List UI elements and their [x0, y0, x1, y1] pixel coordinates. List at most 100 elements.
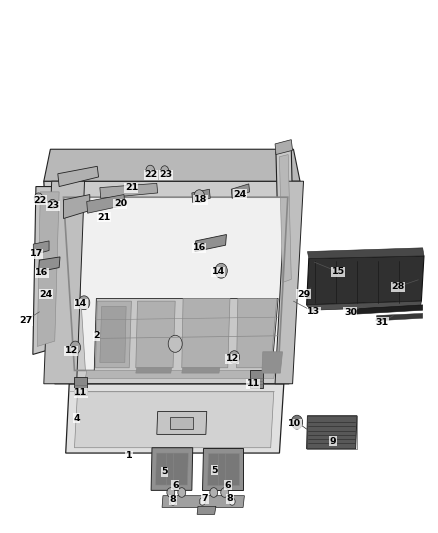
- Text: 8: 8: [170, 496, 177, 504]
- Polygon shape: [307, 301, 421, 310]
- Text: 16: 16: [193, 244, 206, 252]
- Circle shape: [215, 263, 227, 278]
- Text: 22: 22: [145, 171, 158, 179]
- Polygon shape: [192, 189, 210, 203]
- Text: 11: 11: [247, 379, 260, 388]
- Text: 23: 23: [159, 171, 172, 179]
- Circle shape: [221, 488, 229, 497]
- Text: 5: 5: [212, 466, 218, 474]
- Polygon shape: [87, 195, 125, 213]
- Text: 12: 12: [65, 346, 78, 355]
- Text: 21: 21: [125, 183, 138, 192]
- Polygon shape: [37, 192, 59, 346]
- Text: 16: 16: [35, 269, 48, 277]
- Text: 18: 18: [194, 196, 207, 204]
- Text: 31: 31: [375, 318, 389, 327]
- Text: 11: 11: [74, 389, 88, 397]
- Polygon shape: [376, 313, 423, 321]
- Text: 5: 5: [161, 467, 167, 476]
- Polygon shape: [307, 416, 357, 449]
- Circle shape: [229, 351, 240, 364]
- Text: 1: 1: [126, 451, 133, 460]
- Polygon shape: [170, 417, 193, 429]
- Text: 14: 14: [212, 268, 225, 276]
- Polygon shape: [39, 257, 60, 272]
- Circle shape: [34, 193, 43, 204]
- Polygon shape: [237, 298, 277, 368]
- Polygon shape: [151, 448, 193, 490]
- Polygon shape: [275, 181, 304, 384]
- Circle shape: [146, 165, 155, 176]
- Text: 30: 30: [344, 308, 357, 317]
- Text: 7: 7: [201, 495, 208, 503]
- Polygon shape: [262, 352, 283, 373]
- Polygon shape: [64, 195, 90, 219]
- Text: 24: 24: [233, 190, 247, 198]
- Polygon shape: [350, 305, 423, 314]
- Polygon shape: [276, 149, 294, 289]
- Circle shape: [70, 341, 81, 354]
- Polygon shape: [94, 298, 278, 373]
- Polygon shape: [307, 248, 424, 259]
- Polygon shape: [231, 184, 250, 198]
- Circle shape: [210, 488, 218, 497]
- Polygon shape: [33, 187, 65, 354]
- Polygon shape: [155, 453, 188, 485]
- Polygon shape: [275, 140, 293, 155]
- Polygon shape: [95, 301, 131, 368]
- Circle shape: [49, 199, 57, 209]
- Polygon shape: [74, 392, 274, 448]
- Bar: [250, 370, 263, 388]
- Bar: [74, 377, 87, 395]
- Polygon shape: [85, 370, 275, 378]
- Text: 10: 10: [288, 419, 301, 428]
- Polygon shape: [58, 166, 99, 187]
- Polygon shape: [182, 368, 220, 373]
- Text: 4: 4: [73, 414, 80, 423]
- Polygon shape: [195, 235, 226, 252]
- Polygon shape: [33, 241, 49, 255]
- Text: 29: 29: [297, 290, 310, 298]
- Polygon shape: [44, 181, 300, 384]
- Polygon shape: [100, 306, 126, 362]
- Polygon shape: [307, 256, 424, 305]
- Text: 8: 8: [226, 495, 233, 503]
- Circle shape: [168, 335, 182, 352]
- Polygon shape: [74, 197, 288, 370]
- Text: 2: 2: [93, 332, 100, 340]
- Text: 28: 28: [391, 282, 404, 291]
- Text: 21: 21: [98, 213, 111, 222]
- Circle shape: [229, 498, 235, 505]
- Polygon shape: [157, 411, 207, 434]
- Circle shape: [178, 488, 186, 497]
- Text: 14: 14: [74, 300, 88, 308]
- Polygon shape: [162, 496, 244, 507]
- Polygon shape: [279, 155, 291, 282]
- Circle shape: [167, 488, 175, 497]
- Polygon shape: [197, 506, 216, 514]
- Polygon shape: [136, 368, 172, 373]
- Polygon shape: [44, 181, 85, 384]
- Polygon shape: [100, 183, 158, 198]
- Polygon shape: [207, 453, 239, 485]
- Circle shape: [161, 166, 169, 175]
- Circle shape: [78, 296, 90, 310]
- Text: 9: 9: [329, 437, 336, 446]
- Circle shape: [170, 498, 176, 505]
- Circle shape: [194, 190, 205, 203]
- Polygon shape: [44, 149, 300, 181]
- Polygon shape: [66, 384, 284, 453]
- Text: 15: 15: [332, 268, 345, 276]
- Polygon shape: [202, 448, 243, 490]
- Circle shape: [199, 498, 205, 505]
- Text: 6: 6: [172, 481, 179, 489]
- Polygon shape: [182, 298, 230, 368]
- Text: 6: 6: [224, 481, 231, 489]
- Text: 13: 13: [307, 308, 320, 316]
- Text: 27: 27: [19, 317, 32, 325]
- Circle shape: [291, 415, 303, 429]
- Text: 22: 22: [33, 196, 46, 205]
- Polygon shape: [136, 301, 175, 368]
- Text: 20: 20: [114, 199, 127, 208]
- Text: 24: 24: [39, 290, 53, 298]
